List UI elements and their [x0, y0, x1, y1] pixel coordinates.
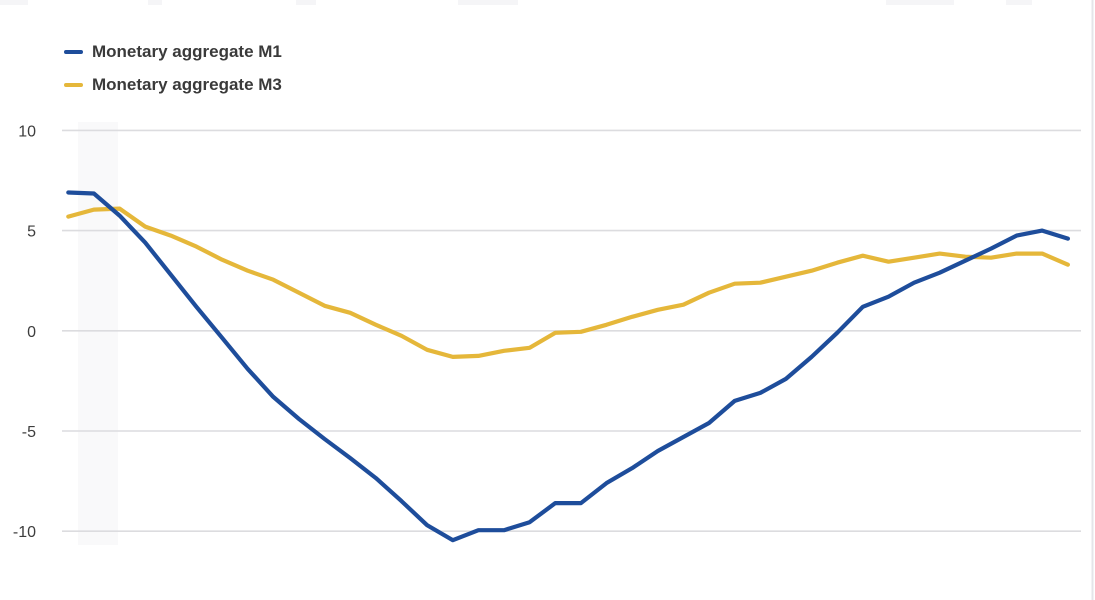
m3-series-line[interactable]: [66, 206, 1071, 359]
cropped-header-remnant: [0, 0, 28, 5]
legend-label-m3: Monetary aggregate M3: [92, 75, 282, 94]
m1-series-line[interactable]: [66, 190, 1071, 543]
y-tick-0: 0: [27, 324, 36, 341]
gridlines: [62, 129, 1081, 533]
legend-item-m3[interactable]: Monetary aggregate M3: [64, 75, 282, 95]
cropped-header-remnant: [148, 0, 162, 5]
y-axis-tick-labels: 10 5 0 -5 -10: [13, 123, 36, 541]
cropped-header-remnant: [458, 0, 518, 5]
cropped-header-remnant: [886, 0, 954, 5]
m3-line-swatch-icon: [64, 83, 83, 87]
legend-item-m1[interactable]: Monetary aggregate M1: [64, 42, 282, 62]
y-tick-10: 10: [18, 123, 36, 140]
cropped-header-remnant: [296, 0, 316, 5]
y-tick-5: 5: [27, 224, 36, 241]
y-tick-neg5: -5: [22, 424, 36, 441]
m1-line-swatch-icon: [64, 50, 83, 54]
y-tick-neg10: -10: [13, 524, 36, 541]
highlight-band: [78, 122, 118, 545]
legend-label-m1: Monetary aggregate M1: [92, 42, 282, 61]
cropped-header-remnant: [1006, 0, 1032, 5]
chart-legend: Monetary aggregate M1 Monetary aggregate…: [64, 42, 282, 95]
